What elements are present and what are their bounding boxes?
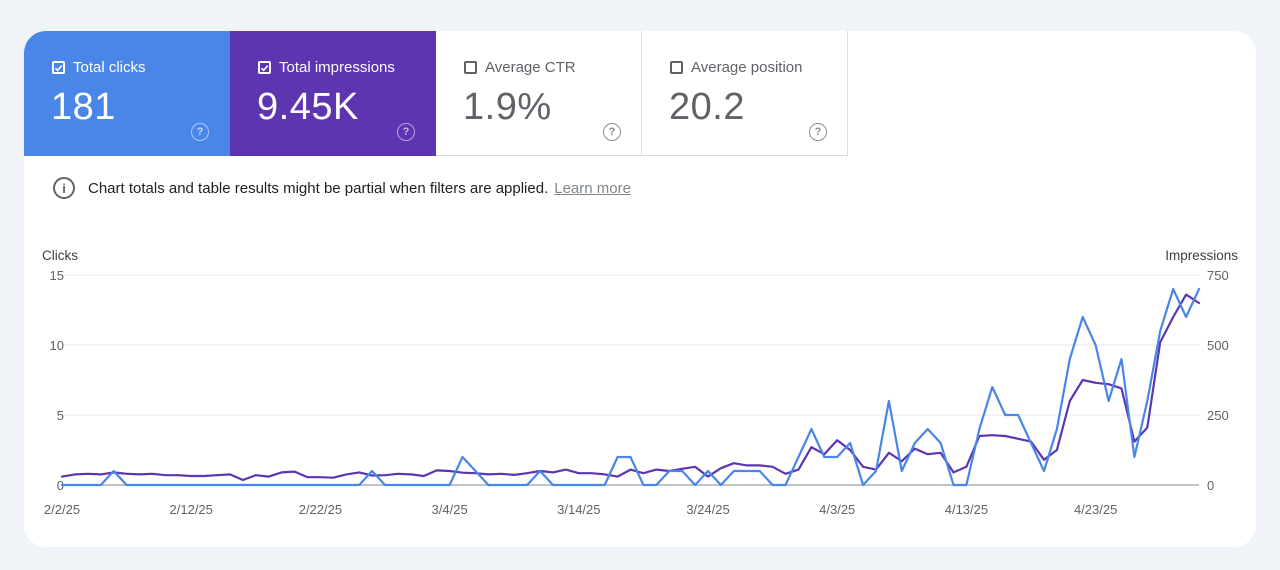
left-tick-label: 5 — [57, 408, 64, 423]
filter-notice: i Chart totals and table results might b… — [53, 177, 631, 199]
metric-average-ctr[interactable]: Average CTR 1.9% ? — [436, 31, 642, 156]
checkbox-unchecked-icon[interactable] — [670, 61, 683, 74]
x-tick-label: 3/24/25 — [686, 502, 729, 517]
metric-label: Total impressions — [279, 59, 395, 76]
metric-average-position[interactable]: Average position 20.2 ? — [642, 31, 848, 156]
right-tick-label: 500 — [1207, 338, 1229, 353]
notice-text: Chart totals and table results might be … — [88, 179, 549, 197]
impressions-series-line — [60, 293, 1201, 482]
learn-more-link[interactable]: Learn more — [554, 179, 631, 197]
metric-value: 9.45K — [257, 86, 359, 128]
x-tick-label: 3/14/25 — [557, 502, 600, 517]
metric-label: Total clicks — [73, 59, 146, 76]
checkbox-unchecked-icon[interactable] — [464, 61, 477, 74]
left-tick-label: 15 — [50, 268, 64, 283]
x-tick-label: 4/23/25 — [1074, 502, 1117, 517]
metric-value: 20.2 — [669, 86, 745, 128]
right-tick-label: 750 — [1207, 268, 1229, 283]
left-tick-label: 0 — [57, 478, 64, 493]
metric-label: Average position — [691, 59, 803, 76]
help-icon[interactable]: ? — [809, 123, 827, 141]
metric-header: Average position — [670, 59, 802, 76]
x-tick-label: 2/2/25 — [44, 502, 80, 517]
checkbox-checked-icon[interactable] — [52, 61, 65, 74]
performance-chart: 15 750 10 500 5 250 0 0 Clicks Impressions 2/2/25 2… — [42, 248, 1238, 517]
performance-card: Total clicks 181 ? Total impressions 9.4… — [24, 31, 1256, 547]
x-tick-label: 2/12/25 — [170, 502, 213, 517]
left-tick-label: 10 — [50, 338, 64, 353]
help-icon[interactable]: ? — [603, 123, 621, 141]
metric-tabs: Total clicks 181 ? Total impressions 9.4… — [24, 31, 848, 156]
x-tick-label: 4/3/25 — [819, 502, 855, 517]
metric-header: Total impressions — [258, 59, 395, 76]
metric-total-impressions[interactable]: Total impressions 9.45K ? — [230, 31, 436, 156]
metric-value: 181 — [51, 86, 116, 128]
right-tick-label: 0 — [1207, 478, 1214, 493]
right-axis-title: Impressions — [1165, 248, 1238, 263]
metric-header: Total clicks — [52, 59, 146, 76]
help-icon[interactable]: ? — [397, 123, 415, 141]
left-axis-title: Clicks — [42, 248, 78, 263]
metric-header: Average CTR — [464, 59, 576, 76]
x-tick-label: 3/4/25 — [432, 502, 468, 517]
metric-label: Average CTR — [485, 59, 576, 76]
info-icon: i — [53, 177, 75, 199]
x-tick-label: 2/22/25 — [299, 502, 342, 517]
right-tick-label: 250 — [1207, 408, 1229, 423]
x-tick-label: 4/13/25 — [945, 502, 988, 517]
metric-total-clicks[interactable]: Total clicks 181 ? — [24, 31, 230, 156]
checkbox-checked-icon[interactable] — [258, 61, 271, 74]
metric-value: 1.9% — [463, 86, 552, 128]
help-icon[interactable]: ? — [191, 123, 209, 141]
clicks-series-line — [60, 287, 1201, 487]
